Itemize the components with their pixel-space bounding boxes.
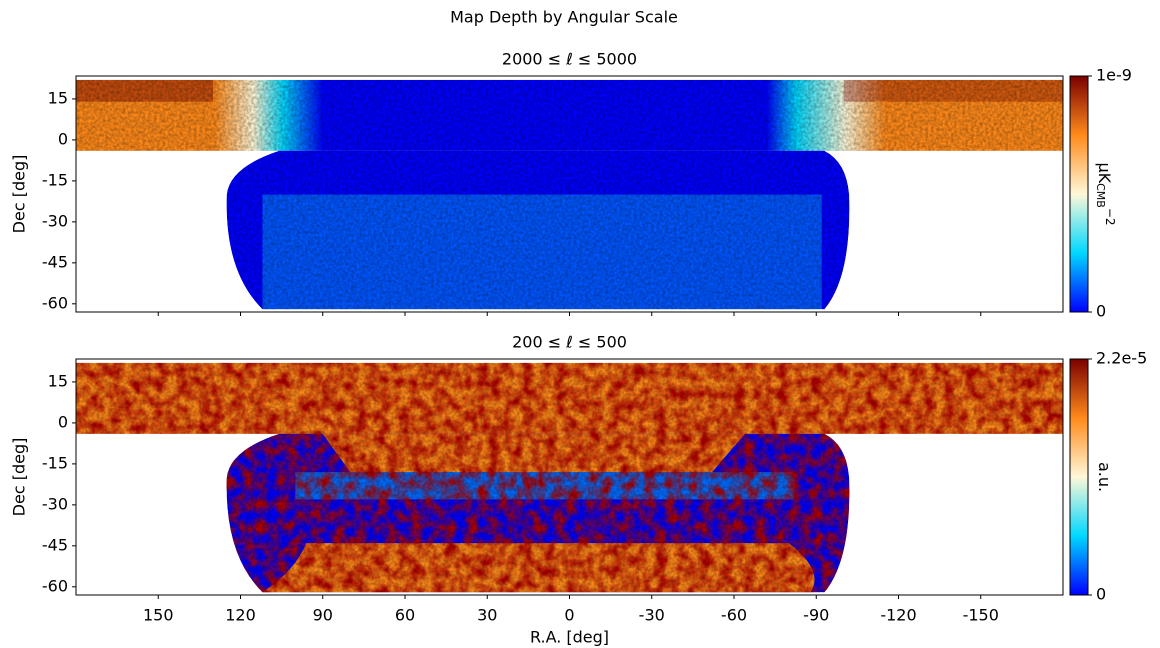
panel-title: 200 ≤ ℓ ≤ 500	[512, 333, 627, 352]
y-tick-label: 0	[58, 412, 68, 431]
colorbar-label: a.u.	[1096, 462, 1115, 492]
y-tick-label: 15	[48, 88, 68, 107]
y-tick-label: -15	[42, 170, 68, 189]
x-tick-label: 150	[143, 606, 174, 625]
x-tick-label: 60	[395, 606, 415, 625]
x-tick-label: -120	[880, 606, 916, 625]
y-tick-label: -45	[42, 535, 68, 554]
map-image	[76, 79, 1063, 310]
y-tick-label: -30	[42, 494, 68, 513]
y-tick-label: 0	[58, 129, 68, 148]
colorbar-tick-label: 1e-9	[1096, 66, 1132, 85]
y-axis-label: Dec [deg]	[10, 438, 29, 517]
colorbar-label: μKCMB−2	[1094, 162, 1118, 225]
x-tick-label: -150	[963, 606, 999, 625]
colorbar	[1069, 358, 1089, 596]
x-tick-label: 30	[477, 606, 497, 625]
map-texture	[76, 79, 1063, 310]
x-tick-label: -60	[721, 606, 747, 625]
y-tick-label: -60	[42, 576, 68, 595]
colorbar-label-text: a.u.	[1096, 462, 1115, 492]
x-tick-label: 0	[564, 606, 574, 625]
y-tick-label: -30	[42, 211, 68, 230]
y-tick-label: -60	[42, 293, 68, 312]
colorbar-tick-label: 0	[1096, 302, 1106, 321]
colorbar	[1069, 75, 1089, 313]
y-axis-label: Dec [deg]	[10, 155, 29, 234]
y-tick-label: -15	[42, 453, 68, 472]
colorbar-label-sup: −2	[1104, 208, 1118, 226]
x-tick-label: -90	[803, 606, 829, 625]
colorbar-label-sub: CMB	[1094, 183, 1107, 208]
x-tick-label: -30	[639, 606, 665, 625]
colorbar-label-text: μK	[1096, 162, 1115, 183]
panel: 2000 ≤ ℓ ≤ 5000 15 0 -15 -30 -45 -60 Dec [deg] 0…	[10, 50, 1132, 321]
colorbar-tick-label: 2.2e-5	[1096, 349, 1147, 368]
figure-title: Map Depth by Angular Scale	[450, 8, 678, 27]
x-tick-label: 90	[313, 606, 333, 625]
x-tick-label: 120	[225, 606, 256, 625]
y-tick-label: -45	[42, 252, 68, 271]
colorbar-tick-label: 0	[1096, 585, 1106, 604]
x-axis-label: R.A. [deg]	[530, 628, 609, 647]
y-tick-label: 15	[48, 371, 68, 390]
map-image	[76, 362, 1063, 593]
panel-title: 2000 ≤ ℓ ≤ 5000	[502, 50, 637, 69]
map-texture	[76, 362, 1063, 593]
